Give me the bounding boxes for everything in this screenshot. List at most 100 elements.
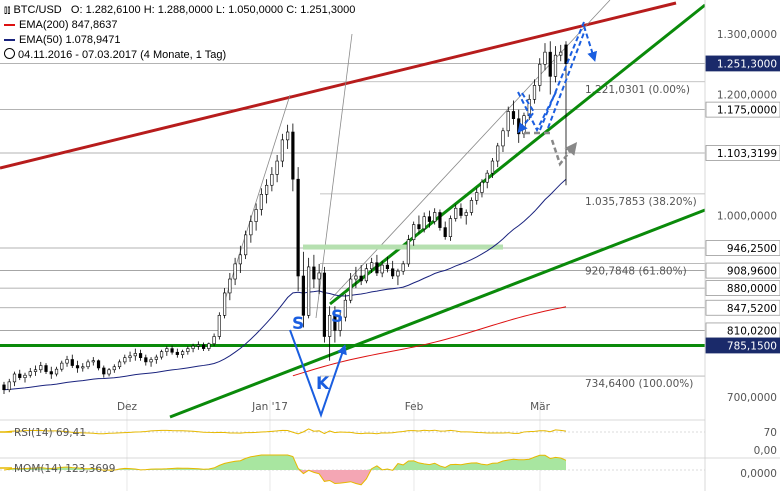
candle-body [559,51,563,56]
candle-body [112,366,116,371]
candle-body [170,348,174,353]
date-range: 04.11.2016 - 07.03.2017 (4 Monate, 1 Tag… [18,49,227,61]
candle-body [217,315,221,337]
candle-body [207,343,211,349]
candle-body [564,44,568,64]
uptrend-line [329,3,706,306]
candle-body [380,264,384,274]
candle-body [180,351,185,355]
y-tick-label: 1.300,0000 [717,29,777,41]
candle-body [454,207,458,219]
price-badge-label: 1.175,0000 [717,105,777,117]
candle-body [464,212,468,216]
candle-body [333,315,337,331]
candle-body [96,360,101,369]
candle-body [517,118,521,135]
candle-body [259,194,263,210]
fan-line [329,0,611,301]
price-badge [705,280,780,297]
candle-body [238,254,242,265]
candle-body [469,200,474,213]
ema50-swatch [4,39,15,42]
chart-type-icon: ⫾⫾ [4,5,11,16]
candle-body [23,374,27,378]
candle-body [291,131,295,180]
candle-body [322,272,326,337]
fib-label: 920,7848 (61.80%) [585,265,687,277]
candle-body [485,172,489,183]
rsi-axis-label: 0,00 [754,445,777,457]
candle-body [201,344,206,349]
upper-channel-line [0,1,677,170]
fibonacci-layer: 1.221,0301 (0.00%) 1.035,7853 (38.20%) 920… [320,81,705,390]
mom-positive-area [4,455,566,470]
fib-label: 1.035,7853 (38.20%) [585,196,697,208]
price-badge-label: 908,9600 [727,266,777,278]
candle-body [433,212,437,222]
price-badge-label: 847,5200 [727,303,777,315]
rsi-panel: RSI(14) 69,41 70 0,00 [0,427,780,459]
candle-body [343,299,348,318]
candle-body [501,130,505,147]
candle-body [222,292,227,316]
candle-body [359,275,363,282]
grey-bounce-arrow [550,139,578,167]
clock-icon [4,48,15,59]
candle-body [370,262,374,270]
candle-body [406,239,411,265]
dashed-scenario-line [517,91,557,133]
candle-body [107,369,111,375]
candle-body [123,357,127,363]
candle-body [12,373,17,383]
price-badge [705,55,780,72]
chart-legend: ⫾⫾ BTC/USD O: 1.282,6100 H: 1.288,0000 L… [4,3,355,63]
candle-body [543,51,547,65]
candle-body [159,351,164,358]
price-badge [705,145,780,161]
price-badge [705,101,780,118]
candle-body [427,216,432,222]
resistance-zone [303,244,503,250]
candle-body [39,365,43,371]
ohlc-values: O: 1.282,6100 H: 1.288,0000 L: 1.050,000… [70,4,356,16]
price-badge [705,262,780,279]
candle-body [270,174,274,186]
candle-body [490,160,495,174]
price-badge-label: 810,0200 [727,325,777,337]
candle-body [354,275,358,280]
candle-body [86,361,90,368]
legend-ema200-row: EMA(200) 847,8637 [4,18,355,33]
candle-body [102,367,106,375]
candle-body [28,371,32,376]
symbol-label: BTC/USD [13,4,62,16]
candle-body [244,234,248,256]
ema200-swatch [4,24,15,27]
candle-body [65,359,69,364]
ema50-label: EMA(50) 1.078,9471 [19,34,121,46]
ema50-line [3,178,567,391]
trendline-layer [0,0,706,419]
candle-body [280,139,284,162]
candle-body [401,263,405,272]
y-tick-label: 700,0000 [727,392,777,404]
candle-body [165,348,169,352]
dashed-up-line [547,29,586,129]
candle-body [75,365,80,369]
rsi-axis-label: 70 [764,427,777,439]
candle-body [522,115,526,135]
candle-body [312,266,316,280]
candle-body [149,359,153,363]
fan-line [315,33,353,319]
candle-body [33,369,38,372]
fib-label: 1.221,0301 (0.00%) [585,84,690,96]
candle-body [496,145,500,162]
candle-body [301,275,305,316]
candle-body [375,262,379,274]
legend-range-row: 04.11.2016 - 07.03.2017 (4 Monate, 1 Tag… [4,48,355,63]
candle-body [54,368,59,375]
fib-label: 734,6400 (100.00%) [585,378,693,390]
dashed-target-arrow [583,25,597,62]
candle-body [553,54,558,77]
candle-body [349,278,353,301]
